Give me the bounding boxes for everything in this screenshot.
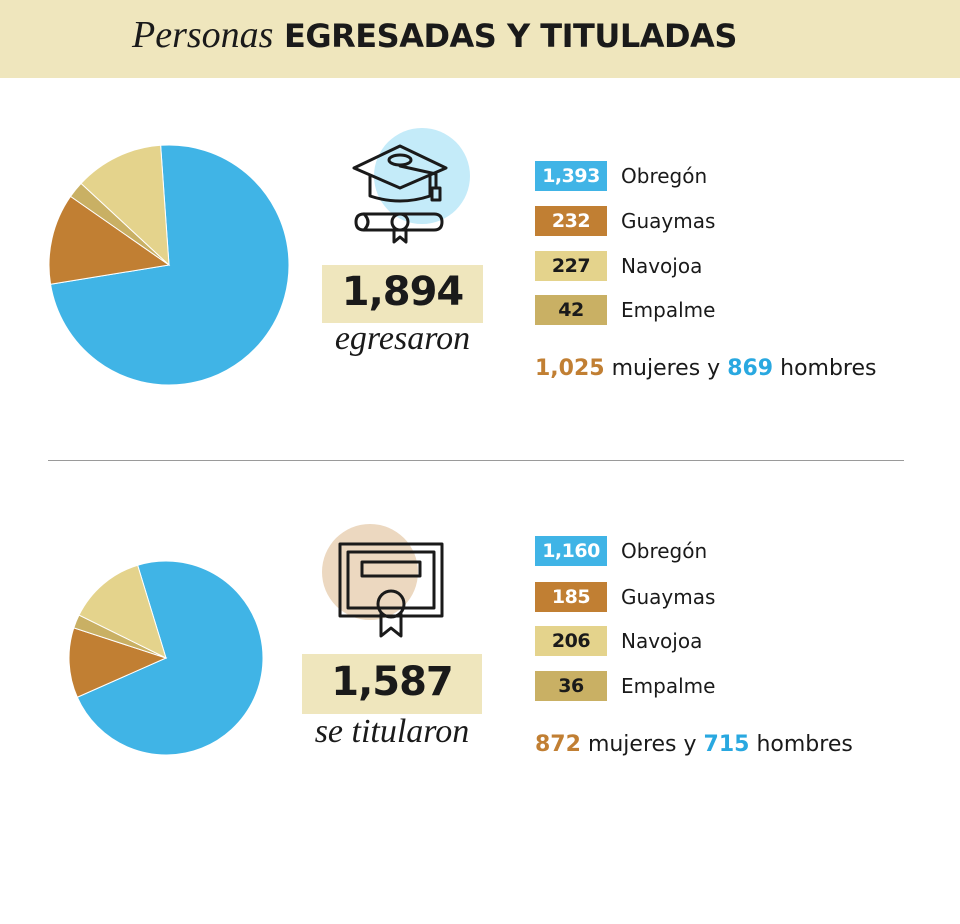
total-box-egresados: [322, 265, 483, 323]
legend-label-empalme: Empalme: [621, 674, 716, 698]
caption-egresaron: egresaron: [334, 320, 471, 357]
section-divider: [48, 460, 904, 461]
page-title: Personas EGRESADAS Y TITULADAS: [132, 12, 737, 59]
legend-label-obregon: Obregón: [621, 539, 708, 563]
header-banner: Personas EGRESADAS Y TITULADAS: [0, 0, 960, 78]
total-titulados: 1,587: [331, 659, 454, 705]
legend-value-navojoa: 206: [535, 626, 607, 656]
women-count: 1,025: [535, 356, 605, 381]
pie-slice-guaymas: [48, 195, 171, 285]
pie-chart-egresados: [48, 144, 290, 386]
legend-label-navojoa: Navojoa: [621, 254, 703, 278]
legend-value-guaymas: 185: [535, 582, 607, 612]
pie-slice-navojoa: [80, 144, 170, 267]
men-text: hombres: [780, 356, 877, 381]
pie-slice-obregon: [76, 560, 264, 756]
legend-label-guaymas: Guaymas: [621, 209, 716, 233]
legend-value-empalme: 36: [535, 671, 607, 701]
pie-chart-titulados: [68, 560, 264, 756]
title-italic: Personas: [132, 14, 274, 56]
certificate-icon: [322, 524, 444, 638]
legend-label-navojoa: Navojoa: [621, 629, 703, 653]
women-text: mujeres y: [611, 356, 721, 381]
gender-breakdown: 872 mujeres y 715 hombres: [535, 732, 853, 757]
title-bold: EGRESADAS Y TITULADAS: [284, 17, 737, 55]
men-count: 869: [727, 356, 774, 381]
legend-label-guaymas: Guaymas: [621, 585, 716, 609]
women-text: mujeres y: [587, 732, 697, 757]
graduation-cap-diploma-icon: [352, 128, 470, 244]
total-box-titulados: [302, 654, 482, 714]
total-egresados: 1,894: [341, 269, 465, 315]
legend-value-obregon: 1,160: [535, 536, 607, 566]
caption-titularon: se titularon: [314, 713, 470, 750]
legend-value-obregon: 1,393: [535, 161, 607, 191]
legend-value-guaymas: 232: [535, 206, 607, 236]
pie-slice-guaymas: [68, 627, 168, 698]
men-text: hombres: [756, 732, 853, 757]
legend-label-empalme: Empalme: [621, 298, 716, 322]
pie-slice-navojoa: [78, 564, 167, 659]
men-count: 715: [703, 732, 750, 757]
legend-value-empalme: 42: [535, 295, 607, 325]
women-count: 872: [535, 732, 581, 757]
gender-breakdown: 1,025 mujeres y 869 hombres: [535, 356, 876, 381]
legend-value-navojoa: 227: [535, 251, 607, 281]
legend-label-obregon: Obregón: [621, 164, 708, 188]
